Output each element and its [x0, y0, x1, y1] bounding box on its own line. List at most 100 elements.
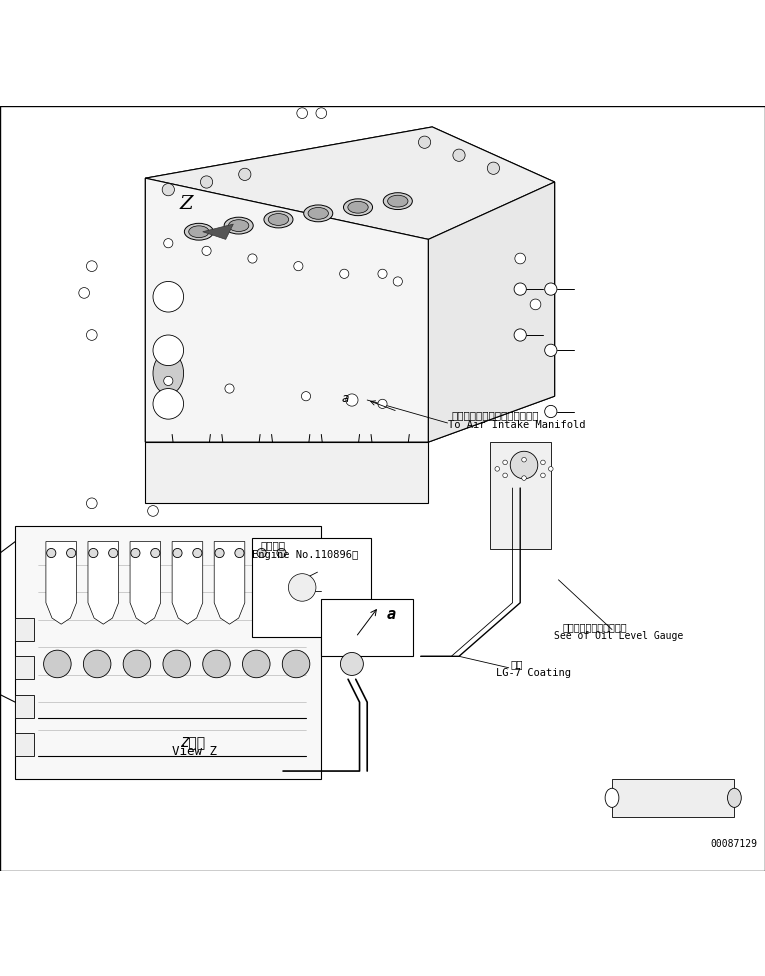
- Text: LG-7 Coating: LG-7 Coating: [496, 669, 571, 678]
- Circle shape: [545, 283, 557, 295]
- Circle shape: [153, 335, 184, 366]
- Text: To Air Intake Manifold: To Air Intake Manifold: [448, 421, 585, 430]
- Bar: [252, 538, 371, 637]
- Circle shape: [541, 460, 545, 465]
- Circle shape: [202, 246, 211, 256]
- Circle shape: [47, 549, 56, 557]
- Circle shape: [164, 377, 173, 386]
- Circle shape: [510, 451, 538, 479]
- Ellipse shape: [264, 211, 293, 228]
- Polygon shape: [46, 542, 76, 625]
- Circle shape: [301, 391, 311, 401]
- Ellipse shape: [383, 192, 412, 210]
- Polygon shape: [172, 542, 203, 625]
- Circle shape: [340, 269, 349, 278]
- Ellipse shape: [605, 789, 619, 807]
- Circle shape: [495, 467, 500, 471]
- Circle shape: [123, 650, 151, 677]
- Ellipse shape: [728, 789, 741, 807]
- Polygon shape: [203, 224, 233, 239]
- Circle shape: [86, 330, 97, 341]
- Circle shape: [514, 283, 526, 295]
- Circle shape: [148, 506, 158, 516]
- Polygon shape: [145, 179, 428, 442]
- Circle shape: [277, 549, 286, 557]
- Circle shape: [522, 458, 526, 462]
- Polygon shape: [256, 542, 287, 625]
- Circle shape: [418, 136, 431, 148]
- Ellipse shape: [229, 220, 249, 231]
- Circle shape: [378, 269, 387, 278]
- Circle shape: [545, 345, 557, 356]
- Ellipse shape: [304, 205, 333, 222]
- Ellipse shape: [308, 208, 328, 220]
- Polygon shape: [490, 442, 551, 549]
- Circle shape: [282, 650, 310, 677]
- Circle shape: [173, 549, 182, 557]
- Circle shape: [200, 176, 213, 188]
- Text: Z　視: Z 視: [180, 735, 205, 749]
- Circle shape: [393, 277, 402, 286]
- Circle shape: [503, 473, 507, 477]
- Polygon shape: [15, 526, 321, 779]
- Polygon shape: [145, 127, 555, 442]
- Polygon shape: [214, 542, 245, 625]
- Ellipse shape: [343, 199, 373, 216]
- Polygon shape: [130, 542, 161, 625]
- Circle shape: [549, 467, 553, 471]
- Circle shape: [215, 549, 224, 557]
- Circle shape: [294, 262, 303, 270]
- Circle shape: [153, 281, 184, 312]
- Circle shape: [86, 498, 97, 508]
- Circle shape: [89, 549, 98, 557]
- Circle shape: [86, 261, 97, 271]
- Circle shape: [503, 460, 507, 465]
- Circle shape: [131, 549, 140, 557]
- Circle shape: [515, 253, 526, 264]
- Ellipse shape: [224, 218, 253, 234]
- Circle shape: [79, 288, 90, 299]
- Circle shape: [522, 475, 526, 480]
- Text: Z: Z: [180, 195, 194, 213]
- Polygon shape: [428, 182, 555, 442]
- Circle shape: [83, 650, 111, 677]
- Text: a: a: [386, 607, 396, 622]
- Circle shape: [378, 399, 387, 408]
- Circle shape: [162, 183, 174, 196]
- Circle shape: [545, 405, 557, 418]
- Polygon shape: [145, 442, 428, 504]
- Text: View Z: View Z: [172, 746, 217, 758]
- Text: オイルレベルゲージ参照: オイルレベルゲージ参照: [562, 623, 627, 632]
- Polygon shape: [88, 542, 119, 625]
- Text: エアーインテークマニホルドへ: エアーインテークマニホルドへ: [451, 410, 539, 421]
- Circle shape: [514, 329, 526, 342]
- Text: a: a: [342, 392, 350, 405]
- Ellipse shape: [184, 224, 213, 240]
- Circle shape: [541, 473, 545, 477]
- Bar: [15, 656, 34, 679]
- Circle shape: [164, 238, 173, 248]
- Text: Engine No.110896～: Engine No.110896～: [252, 550, 359, 560]
- Ellipse shape: [269, 214, 288, 225]
- Ellipse shape: [348, 201, 368, 213]
- Bar: [15, 618, 34, 641]
- Bar: [321, 599, 413, 656]
- Circle shape: [243, 650, 270, 677]
- Circle shape: [530, 299, 541, 309]
- Circle shape: [151, 549, 160, 557]
- Circle shape: [67, 549, 76, 557]
- Circle shape: [346, 394, 358, 406]
- Ellipse shape: [189, 225, 209, 237]
- Circle shape: [163, 650, 190, 677]
- Polygon shape: [145, 127, 555, 239]
- Ellipse shape: [388, 195, 408, 207]
- Circle shape: [487, 162, 500, 175]
- Circle shape: [203, 650, 230, 677]
- Circle shape: [239, 168, 251, 181]
- Polygon shape: [612, 779, 734, 817]
- Text: 塗布: 塗布: [510, 659, 522, 669]
- Circle shape: [109, 549, 118, 557]
- Text: See of Oil Level Gauge: See of Oil Level Gauge: [554, 631, 683, 641]
- Text: 00087129: 00087129: [711, 838, 757, 849]
- Circle shape: [235, 549, 244, 557]
